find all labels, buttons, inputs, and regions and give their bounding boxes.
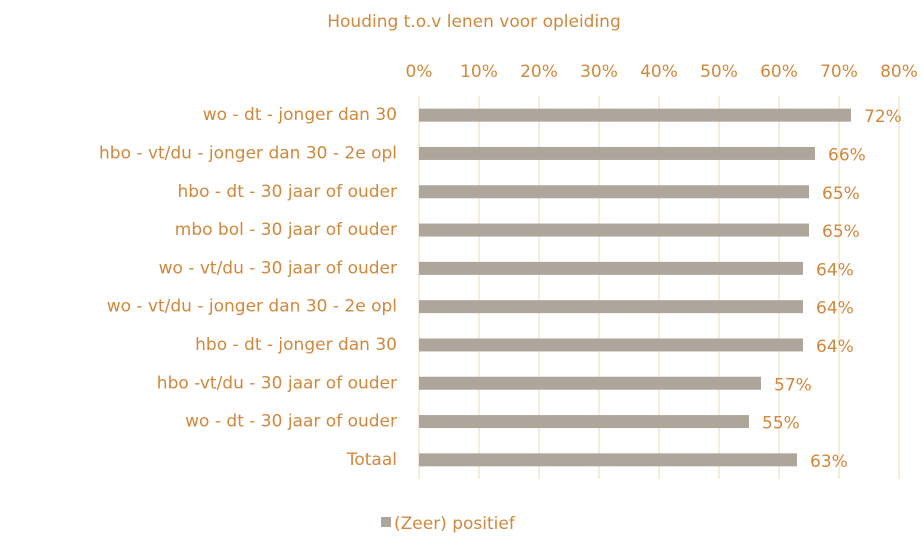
x-tick-label: 40% bbox=[640, 62, 678, 82]
y-tick-label: Totaal bbox=[346, 450, 397, 470]
x-tick-label: 60% bbox=[760, 62, 798, 82]
bar bbox=[419, 108, 851, 122]
data-label: 57% bbox=[774, 375, 812, 395]
legend-label: (Zeer) positief bbox=[394, 514, 516, 534]
data-label: 65% bbox=[822, 222, 860, 242]
bar bbox=[419, 415, 749, 429]
data-label: 55% bbox=[762, 414, 800, 434]
data-label: 63% bbox=[810, 452, 848, 472]
data-label: 66% bbox=[828, 145, 866, 165]
x-tick-label: 50% bbox=[700, 62, 738, 82]
x-tick-label: 20% bbox=[520, 62, 558, 82]
bar bbox=[419, 261, 803, 275]
bar bbox=[419, 185, 809, 199]
y-tick-label: hbo - dt - 30 jaar of ouder bbox=[178, 182, 398, 202]
data-label: 64% bbox=[816, 260, 854, 280]
y-tick-label: hbo -vt/du - 30 jaar of ouder bbox=[157, 373, 397, 393]
bar bbox=[419, 146, 815, 160]
x-tick-label: 0% bbox=[406, 62, 433, 82]
x-tick-label: 70% bbox=[820, 62, 858, 82]
chart-title: Houding t.o.v lenen voor opleiding bbox=[327, 12, 621, 32]
bar bbox=[419, 338, 803, 352]
bar bbox=[419, 453, 797, 467]
bar bbox=[419, 223, 809, 237]
x-tick-label: 10% bbox=[460, 62, 498, 82]
x-tick-label: 30% bbox=[580, 62, 618, 82]
y-tick-label: wo - dt - 30 jaar of ouder bbox=[185, 412, 397, 432]
y-tick-label: hbo - dt - jonger dan 30 bbox=[195, 335, 397, 355]
y-tick-label: wo - vt/du - 30 jaar of ouder bbox=[159, 258, 397, 278]
data-label: 72% bbox=[864, 107, 902, 127]
data-label: 64% bbox=[816, 299, 854, 319]
y-tick-label: hbo - vt/du - jonger dan 30 - 2e opl bbox=[99, 143, 397, 163]
data-label: 64% bbox=[816, 337, 854, 357]
x-tick-label: 80% bbox=[880, 62, 918, 82]
y-tick-label: mbo bol - 30 jaar of ouder bbox=[175, 220, 397, 240]
bar bbox=[419, 376, 761, 390]
bar bbox=[419, 300, 803, 314]
data-label: 65% bbox=[822, 184, 860, 204]
y-tick-label: wo - vt/du - jonger dan 30 - 2e opl bbox=[107, 297, 397, 317]
legend-swatch bbox=[381, 517, 391, 527]
y-tick-label: wo - dt - jonger dan 30 bbox=[203, 105, 397, 125]
